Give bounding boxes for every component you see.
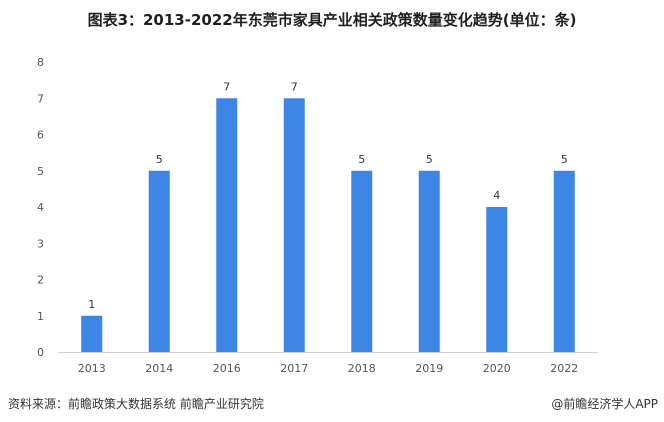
data-label: 5 xyxy=(358,153,365,166)
x-tick-label: 2022 xyxy=(550,362,578,375)
y-tick-label: 1 xyxy=(37,310,44,323)
y-tick-label: 0 xyxy=(37,346,44,359)
data-label: 5 xyxy=(156,153,163,166)
data-label: 7 xyxy=(291,80,298,93)
y-tick-label: 4 xyxy=(37,201,44,214)
x-tick-label: 2019 xyxy=(415,362,443,375)
x-tick-label: 2016 xyxy=(213,362,241,375)
source-note: 资料来源：前瞻政策大数据系统 前瞻产业研究院 xyxy=(8,397,264,411)
x-axis-ticks: 2013 2014 2016 2017 2018 2019 2020 2022 xyxy=(78,362,579,375)
data-label: 4 xyxy=(493,189,500,202)
data-label: 1 xyxy=(88,298,95,311)
x-tick-label: 2014 xyxy=(145,362,173,375)
bar-2022 xyxy=(553,170,575,352)
y-tick-label: 7 xyxy=(37,92,44,105)
bar-2017 xyxy=(283,98,305,352)
x-tick-label: 2020 xyxy=(483,362,511,375)
data-label: 7 xyxy=(223,80,230,93)
y-tick-label: 3 xyxy=(37,237,44,250)
bar-2016 xyxy=(216,98,238,352)
data-label: 5 xyxy=(426,153,433,166)
x-tick-label: 2018 xyxy=(348,362,376,375)
y-axis-ticks: 0 1 2 3 4 5 6 7 8 xyxy=(37,56,44,359)
bar-2019 xyxy=(418,170,440,352)
y-tick-label: 2 xyxy=(37,274,44,287)
y-tick-label: 8 xyxy=(37,56,44,69)
chart-title: 图表3：2013-2022年东莞市家具产业相关政策数量变化趋势(单位：条) xyxy=(87,11,577,29)
data-label: 5 xyxy=(561,153,568,166)
credit-note: @前瞻经济学人APP xyxy=(551,397,658,411)
bar-2020 xyxy=(486,207,508,352)
bar-2013 xyxy=(81,315,103,352)
bar-2018 xyxy=(351,170,373,352)
y-tick-label: 5 xyxy=(37,165,44,178)
x-tick-label: 2013 xyxy=(78,362,106,375)
bar-2014 xyxy=(148,170,170,352)
data-labels: 1 5 7 7 5 5 4 5 xyxy=(88,80,568,311)
x-tick-label: 2017 xyxy=(280,362,308,375)
y-tick-label: 6 xyxy=(37,129,44,142)
bars xyxy=(81,98,575,352)
